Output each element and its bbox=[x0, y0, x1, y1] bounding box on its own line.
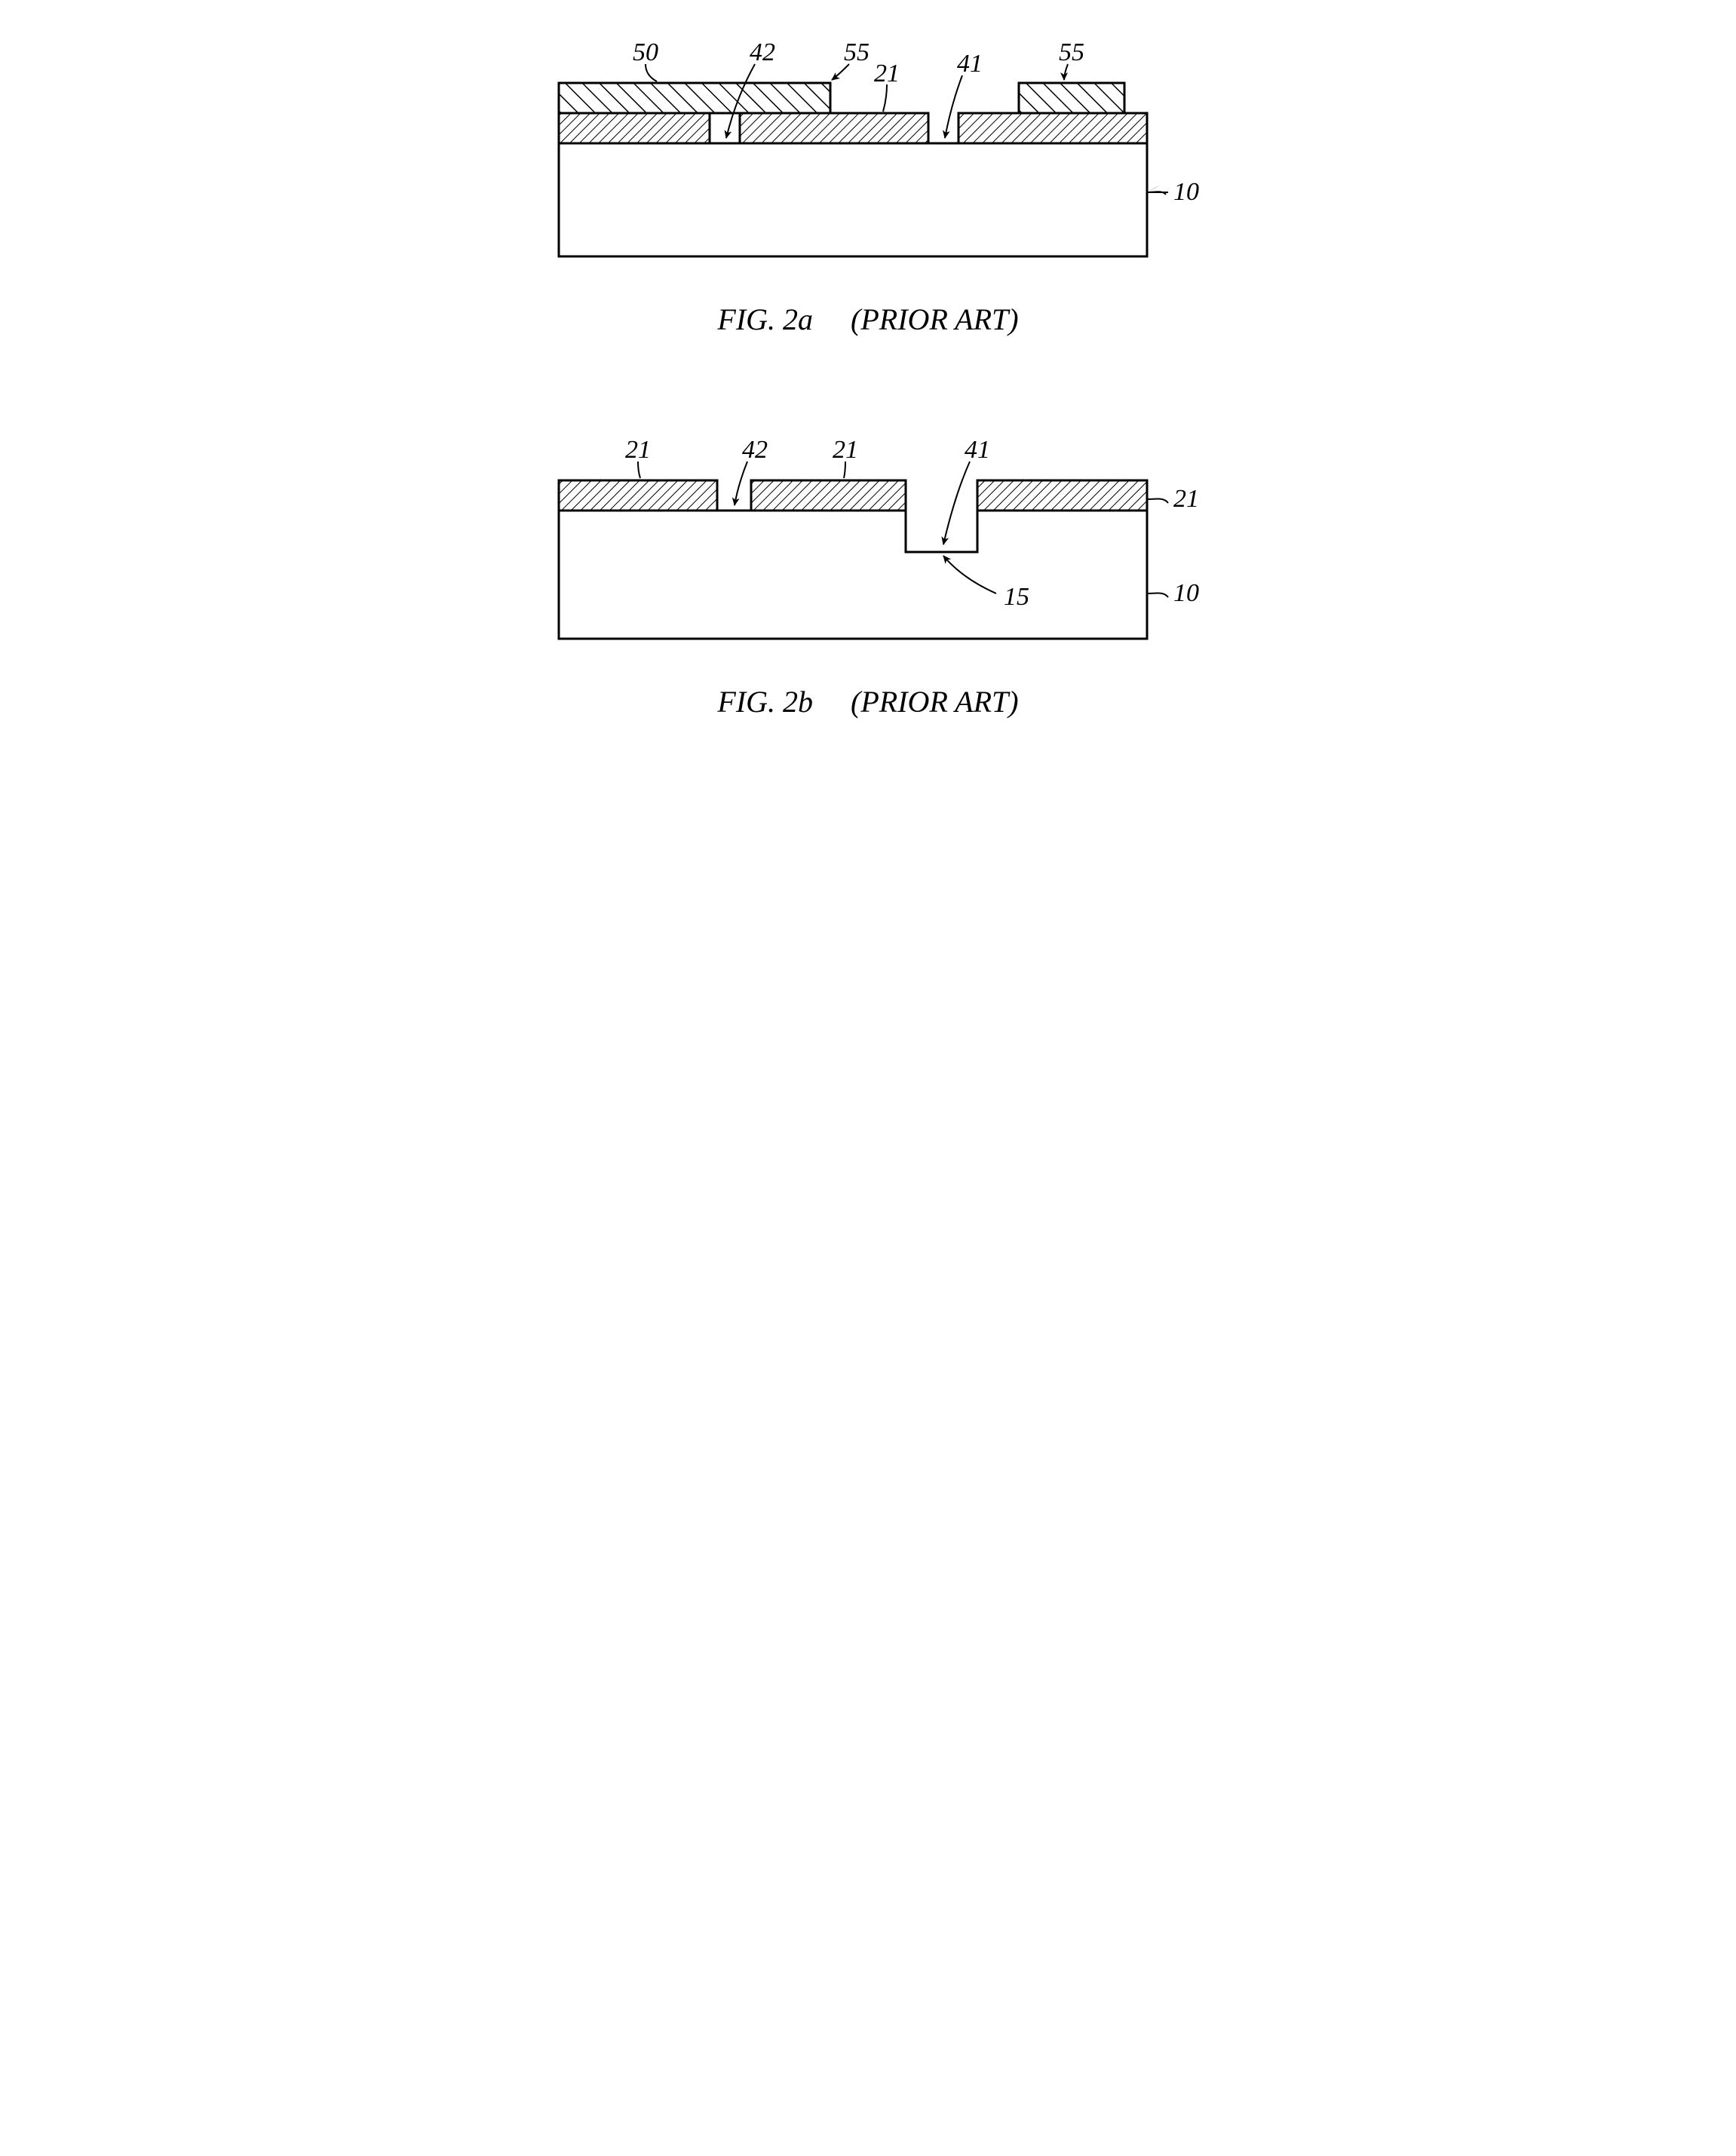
figure-2a: 50 42 55 21 41 55 10 FIG. 2a bbox=[529, 30, 1207, 337]
fig2b-caption-a: FIG. 2b bbox=[717, 685, 813, 719]
label-21-left: 21 bbox=[625, 436, 651, 464]
fig2a-caption: FIG. 2a (PRIOR ART) bbox=[529, 302, 1207, 337]
label-55-right: 55 bbox=[1059, 38, 1084, 66]
fig2a-svg: 50 42 55 21 41 55 10 bbox=[529, 30, 1207, 279]
label-41: 41 bbox=[957, 50, 983, 78]
fig2b-caption-b: (PRIOR ART) bbox=[851, 685, 1019, 719]
fig2a-caption-b: (PRIOR ART) bbox=[851, 302, 1019, 336]
label-10: 10 bbox=[1173, 178, 1199, 206]
label-21-right: 21 bbox=[1173, 485, 1199, 513]
substrate-10-b bbox=[559, 511, 1147, 639]
label-21-mid: 21 bbox=[833, 436, 858, 464]
label-10-b: 10 bbox=[1173, 579, 1199, 607]
layer-55-right bbox=[1019, 83, 1124, 113]
label-42: 42 bbox=[750, 38, 775, 66]
fig2b-caption: FIG. 2b (PRIOR ART) bbox=[529, 684, 1207, 719]
substrate-10 bbox=[559, 143, 1147, 256]
figure-2b: 21 42 21 41 21 10 15 FIG. 2b (PRIOR ART) bbox=[529, 428, 1207, 719]
label-21: 21 bbox=[874, 60, 900, 87]
layer-21 bbox=[559, 113, 1147, 143]
label-50: 50 bbox=[633, 38, 658, 66]
label-42-b: 42 bbox=[742, 436, 768, 464]
fig2b-svg: 21 42 21 41 21 10 15 bbox=[529, 428, 1207, 661]
label-55-left: 55 bbox=[844, 38, 870, 66]
fig2a-caption-a: FIG. 2a bbox=[717, 302, 813, 336]
label-15: 15 bbox=[1004, 583, 1029, 611]
layer-50 bbox=[559, 83, 830, 113]
layer-21-b bbox=[559, 480, 1147, 511]
label-41-b: 41 bbox=[965, 436, 990, 464]
